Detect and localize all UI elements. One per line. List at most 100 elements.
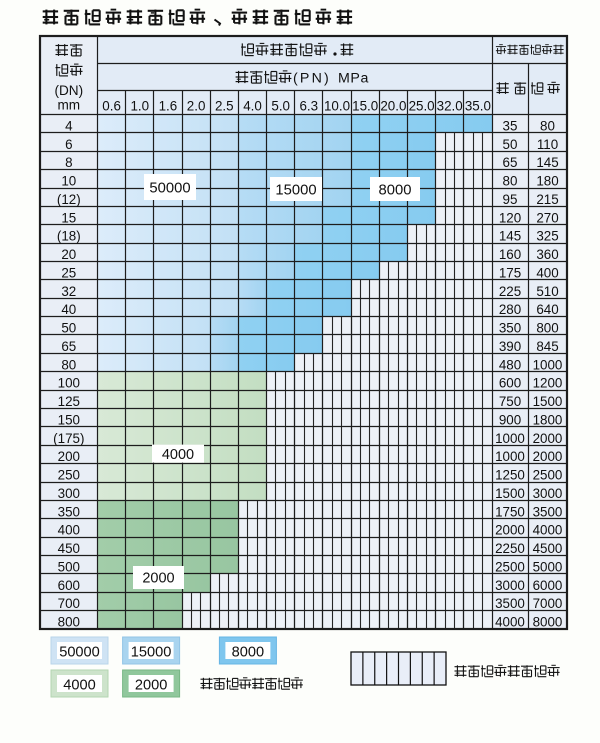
svg-text:4500: 4500 xyxy=(533,541,563,556)
svg-text:(DN): (DN) xyxy=(54,83,83,98)
svg-text:50000: 50000 xyxy=(149,180,190,196)
svg-text:150: 150 xyxy=(58,413,80,428)
svg-text:1250: 1250 xyxy=(495,468,525,483)
svg-text:15000: 15000 xyxy=(275,182,316,198)
svg-text:145: 145 xyxy=(536,155,558,170)
svg-text:80: 80 xyxy=(503,174,518,189)
svg-text:350: 350 xyxy=(499,321,521,336)
svg-text:4: 4 xyxy=(65,119,73,134)
svg-text:20.0: 20.0 xyxy=(380,98,406,113)
svg-text:300: 300 xyxy=(58,486,80,501)
svg-text:5000: 5000 xyxy=(533,560,563,575)
svg-text:390: 390 xyxy=(499,339,521,354)
svg-text:32: 32 xyxy=(61,284,76,299)
svg-text:6000: 6000 xyxy=(533,578,563,593)
svg-text:200: 200 xyxy=(58,449,80,464)
svg-text:2000: 2000 xyxy=(533,449,563,464)
svg-text:215: 215 xyxy=(536,192,558,207)
svg-text:4000: 4000 xyxy=(162,447,194,463)
svg-text:20: 20 xyxy=(61,247,76,262)
svg-text:270: 270 xyxy=(536,210,558,225)
svg-text:250: 250 xyxy=(58,468,80,483)
svg-text:1200: 1200 xyxy=(533,376,563,391)
svg-text:8000: 8000 xyxy=(232,644,264,660)
svg-text:2250: 2250 xyxy=(495,541,525,556)
svg-text:80: 80 xyxy=(540,119,555,134)
svg-text:(18): (18) xyxy=(57,229,81,244)
svg-text:6: 6 xyxy=(65,137,72,152)
svg-text:145: 145 xyxy=(499,229,521,244)
svg-text:(PN): (PN) xyxy=(293,71,331,87)
svg-text:95: 95 xyxy=(503,192,518,207)
svg-text:5.0: 5.0 xyxy=(271,98,290,113)
svg-text:10.0: 10.0 xyxy=(324,98,350,113)
svg-text:125: 125 xyxy=(58,394,80,409)
svg-text:0.6: 0.6 xyxy=(102,98,121,113)
svg-text:15.0: 15.0 xyxy=(352,98,378,113)
svg-text:1000: 1000 xyxy=(533,357,563,372)
svg-text:120: 120 xyxy=(499,210,521,225)
svg-text:25: 25 xyxy=(61,266,76,281)
svg-text:400: 400 xyxy=(536,266,558,281)
svg-text:325: 325 xyxy=(536,229,558,244)
svg-text:900: 900 xyxy=(499,413,521,428)
svg-text:8000: 8000 xyxy=(533,615,563,630)
svg-text:400: 400 xyxy=(58,523,80,538)
svg-text:32.0: 32.0 xyxy=(437,98,463,113)
svg-text:2000: 2000 xyxy=(533,431,563,446)
svg-text:35: 35 xyxy=(503,119,518,134)
svg-text:4000: 4000 xyxy=(495,615,525,630)
svg-text:100: 100 xyxy=(58,376,80,391)
svg-text:2.5: 2.5 xyxy=(215,98,234,113)
svg-text:1800: 1800 xyxy=(533,413,563,428)
svg-text:8: 8 xyxy=(65,155,72,170)
svg-text:80: 80 xyxy=(61,357,76,372)
svg-text:7000: 7000 xyxy=(533,596,563,611)
svg-text:1500: 1500 xyxy=(533,394,563,409)
svg-text:25.0: 25.0 xyxy=(409,98,435,113)
svg-text:180: 180 xyxy=(536,174,558,189)
svg-text:800: 800 xyxy=(58,615,80,630)
svg-text:2500: 2500 xyxy=(533,468,563,483)
svg-text:510: 510 xyxy=(536,284,558,299)
svg-text:700: 700 xyxy=(58,596,80,611)
svg-text:1500: 1500 xyxy=(495,486,525,501)
svg-text:500: 500 xyxy=(58,560,80,575)
svg-text:4000: 4000 xyxy=(533,523,563,538)
svg-text:10: 10 xyxy=(61,174,76,189)
svg-text:360: 360 xyxy=(536,247,558,262)
svg-text:845: 845 xyxy=(536,339,558,354)
svg-text:40: 40 xyxy=(61,302,76,317)
svg-text:225: 225 xyxy=(499,284,521,299)
svg-text:50000: 50000 xyxy=(59,644,100,660)
svg-text:15: 15 xyxy=(61,210,76,225)
svg-text:4000: 4000 xyxy=(63,677,95,693)
svg-text:(175): (175) xyxy=(53,431,84,446)
svg-text:280: 280 xyxy=(499,302,521,317)
svg-text:480: 480 xyxy=(499,357,521,372)
svg-text:MPa: MPa xyxy=(338,71,369,87)
svg-text:2000: 2000 xyxy=(142,571,174,587)
svg-text:2.0: 2.0 xyxy=(187,98,206,113)
svg-text:50: 50 xyxy=(61,321,76,336)
svg-text:1000: 1000 xyxy=(495,431,525,446)
svg-text:3000: 3000 xyxy=(495,578,525,593)
svg-text:1000: 1000 xyxy=(495,449,525,464)
svg-text:3500: 3500 xyxy=(533,504,563,519)
svg-text:50: 50 xyxy=(503,137,518,152)
svg-text:65: 65 xyxy=(503,155,518,170)
svg-text:350: 350 xyxy=(58,504,80,519)
svg-text:65: 65 xyxy=(61,339,76,354)
svg-text:4.0: 4.0 xyxy=(243,98,262,113)
svg-text:175: 175 xyxy=(499,266,521,281)
svg-text:3000: 3000 xyxy=(533,486,563,501)
svg-text:1750: 1750 xyxy=(495,504,525,519)
svg-text:160: 160 xyxy=(499,247,521,262)
svg-text:2500: 2500 xyxy=(495,560,525,575)
svg-text:1.6: 1.6 xyxy=(159,98,178,113)
svg-text:2000: 2000 xyxy=(495,523,525,538)
svg-text:35.0: 35.0 xyxy=(465,98,491,113)
svg-text:2000: 2000 xyxy=(135,677,167,693)
svg-text:750: 750 xyxy=(499,394,521,409)
svg-text:6.3: 6.3 xyxy=(299,98,318,113)
